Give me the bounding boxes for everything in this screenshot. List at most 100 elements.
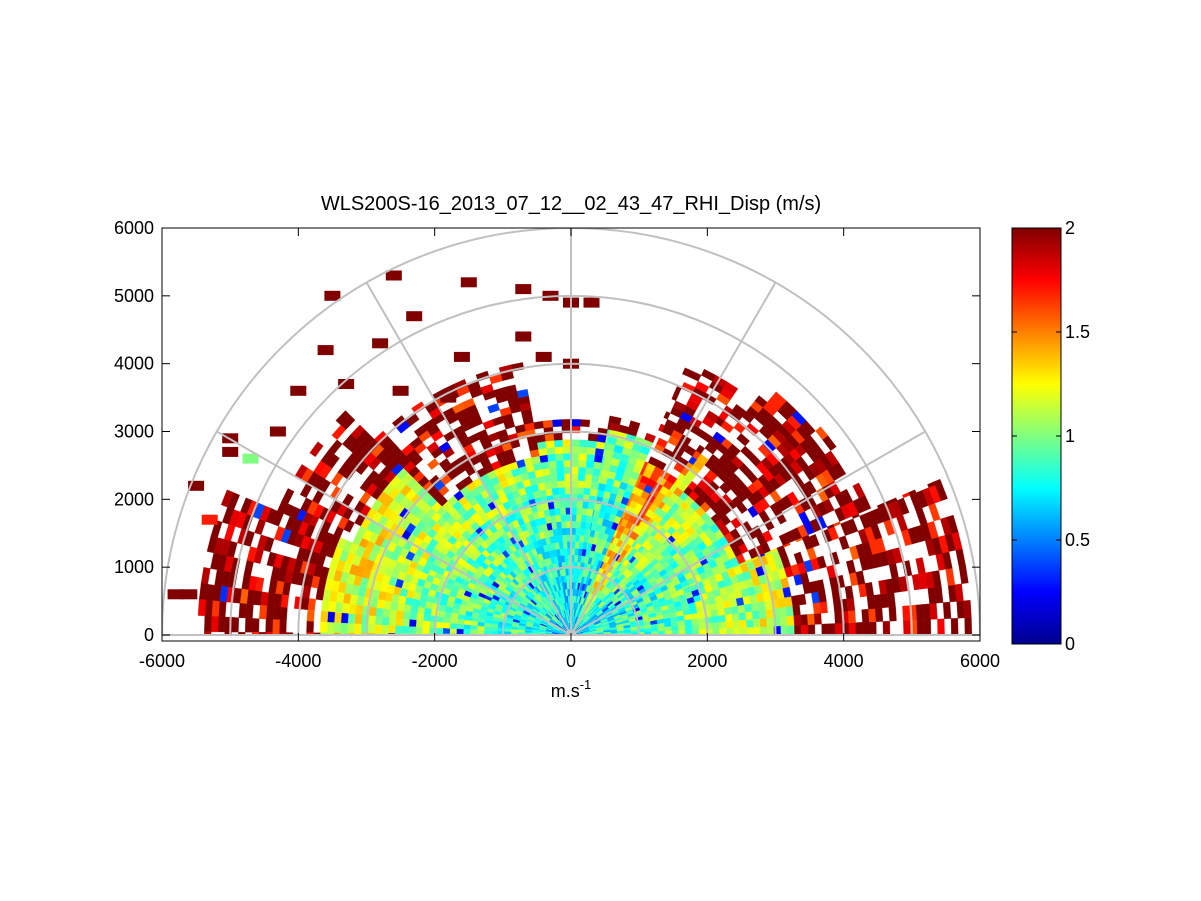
data-cell — [279, 619, 287, 633]
data-cell — [535, 434, 546, 443]
data-cell — [545, 440, 555, 449]
data-cell — [771, 391, 787, 407]
data-cell — [413, 424, 428, 438]
data-cell — [483, 630, 491, 635]
data-cell — [546, 446, 556, 455]
data-cell — [211, 600, 220, 617]
data-cell — [780, 616, 788, 627]
data-cell — [577, 487, 585, 495]
data-cell — [922, 603, 931, 620]
data-cell — [586, 446, 596, 455]
data-cell — [868, 608, 877, 623]
data-cell — [463, 629, 471, 635]
data-cell — [765, 608, 774, 619]
data-cell — [401, 626, 410, 634]
data-cell — [861, 608, 870, 623]
data-cell — [725, 620, 734, 629]
data-cell — [892, 547, 903, 564]
data-cell — [411, 401, 426, 415]
data-cell — [608, 415, 612, 424]
data-cell — [862, 621, 870, 636]
data-cell — [306, 609, 315, 622]
scattered-cell — [515, 284, 532, 295]
data-cell — [882, 621, 891, 636]
azimuth-spoke — [365, 282, 572, 636]
data-cell — [402, 611, 411, 620]
data-cell — [586, 453, 595, 462]
data-cell — [574, 554, 579, 563]
data-cell — [415, 626, 423, 634]
data-cell — [663, 411, 671, 420]
data-cell — [682, 367, 690, 377]
data-cell — [587, 433, 598, 442]
x-axis-label-base: m.s — [551, 681, 580, 701]
data-cell — [785, 605, 794, 617]
data-cell — [456, 618, 465, 625]
data-cell — [592, 461, 602, 470]
data-cell — [852, 482, 866, 499]
data-cell — [577, 548, 583, 556]
data-cell — [760, 626, 768, 636]
data-cell — [331, 424, 347, 440]
data-cell — [828, 623, 836, 636]
scattered-cell — [535, 351, 552, 362]
data-cell — [309, 441, 324, 458]
data-cell — [793, 551, 804, 565]
data-cell — [327, 611, 336, 623]
data-cell — [437, 610, 446, 618]
data-cell — [593, 454, 603, 463]
data-cell — [751, 525, 763, 538]
data-cell — [580, 419, 591, 428]
data-cell — [583, 487, 591, 496]
data-cell — [533, 420, 544, 430]
data-cell — [391, 415, 407, 429]
y-tick-label: 1000 — [114, 557, 154, 577]
data-cell — [570, 419, 581, 427]
y-tick-label: 6000 — [114, 218, 154, 238]
data-cell — [723, 606, 732, 615]
data-cell — [657, 626, 666, 632]
scattered-cell — [440, 392, 457, 403]
data-cell — [576, 507, 583, 515]
data-cell — [933, 479, 942, 486]
data-cell — [245, 617, 253, 633]
data-cell — [835, 623, 843, 636]
data-cell — [582, 501, 589, 509]
data-cell — [402, 618, 410, 627]
data-cell — [787, 625, 795, 636]
data-cell — [684, 624, 693, 631]
data-cell — [737, 604, 746, 614]
data-cell — [766, 617, 775, 627]
chart-title: WLS200S-16_2013_07_12__02_43_47_RHI_Disp… — [321, 193, 821, 215]
data-cell — [730, 517, 742, 529]
data-cell — [442, 628, 450, 635]
data-cell — [395, 618, 403, 627]
data-cell — [801, 624, 809, 636]
data-cell — [547, 453, 556, 462]
data-cell — [306, 621, 314, 633]
data-cell — [554, 446, 564, 455]
data-cell — [333, 612, 342, 624]
data-cell — [333, 622, 342, 634]
x-tick-label: -2000 — [412, 651, 458, 671]
data-cell — [541, 468, 550, 477]
data-cell — [587, 501, 595, 510]
data-cell — [964, 617, 972, 636]
data-cell — [539, 454, 549, 463]
data-cell — [732, 403, 747, 418]
data-cell — [231, 617, 239, 633]
data-cell — [544, 433, 555, 442]
data-cell — [570, 480, 578, 488]
data-cell — [562, 534, 568, 542]
data-cell — [786, 615, 795, 626]
data-cell — [577, 466, 586, 475]
data-cell — [732, 620, 741, 629]
data-cell — [738, 612, 747, 621]
data-cell — [389, 609, 397, 619]
data-cell — [908, 489, 917, 496]
data-cell — [681, 382, 696, 394]
data-cell — [794, 624, 802, 636]
colorbar-ticks: 0 0.5 1 1.5 2 — [1012, 218, 1090, 654]
data-cell — [848, 622, 857, 636]
data-cell — [476, 625, 485, 631]
